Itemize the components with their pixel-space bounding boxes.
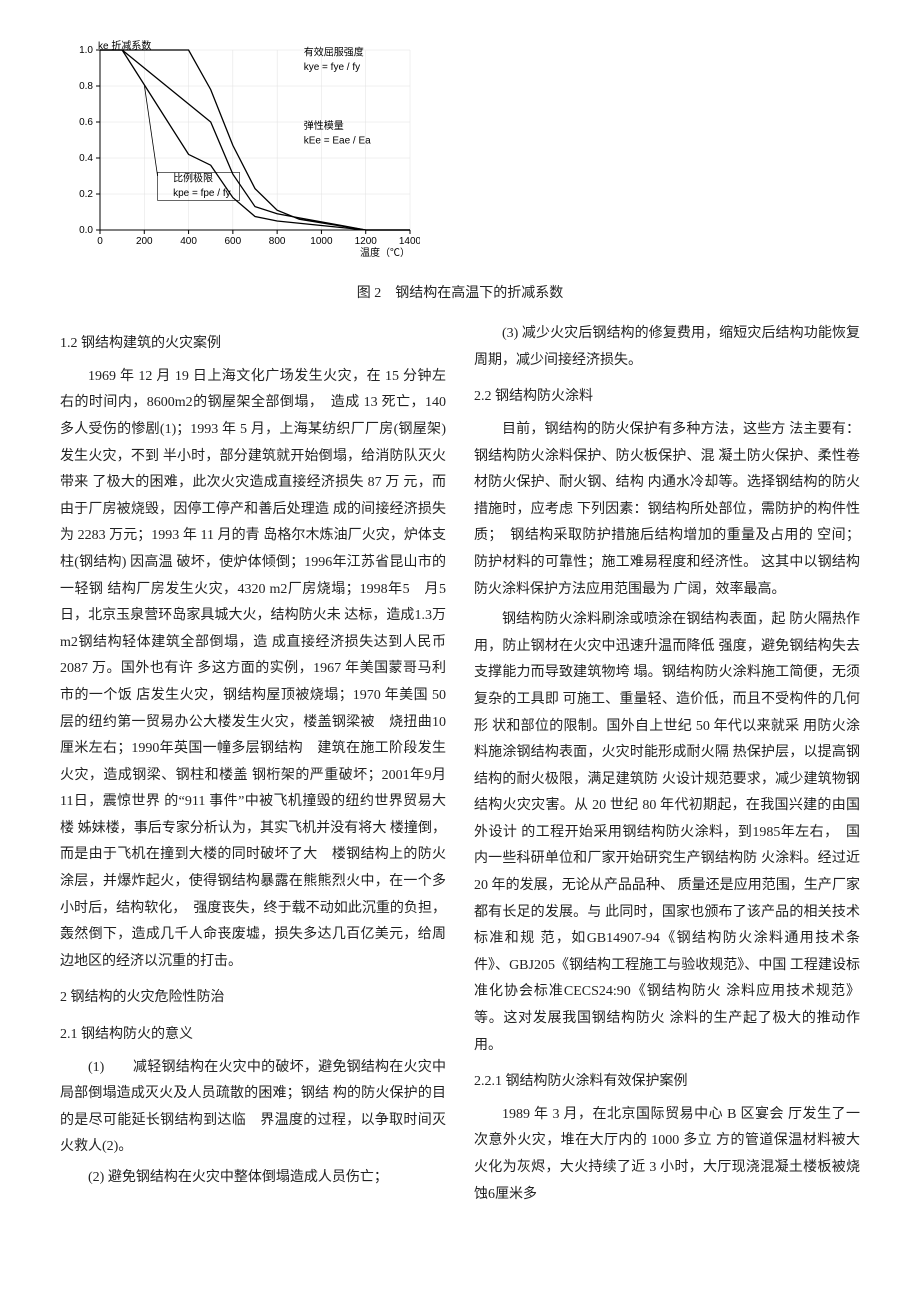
heading-2-2: 2.2 钢结构防火涂料 <box>474 384 860 411</box>
two-column-body: 1.2 钢结构建筑的火灾案例 1969 年 12 月 19 日上海文化广场发生火… <box>60 321 860 1208</box>
svg-text:1000: 1000 <box>310 236 333 247</box>
svg-text:0.8: 0.8 <box>79 81 93 92</box>
para-2-2-b: 钢结构防火涂料刷涂或喷涂在钢结构表面，起 防火隔热作用，防止钢材在火灾中迅速升温… <box>474 607 860 1059</box>
svg-text:温度（℃）: 温度（℃） <box>360 246 410 259</box>
svg-text:800: 800 <box>269 236 286 247</box>
chart-svg: 0 200 400 600 800 1000 1200 1400 0.0 0.2 0.4 0.6 0.8… <box>60 40 420 260</box>
svg-text:有效屈服强度: 有效屈服强度 <box>304 45 364 58</box>
svg-text:弹性模量: 弹性模量 <box>304 119 344 132</box>
heading-2: 2 钢结构的火灾危险性防治 <box>60 985 446 1012</box>
para-2-1-2: (2) 避免钢结构在火灾中整体倒塌造成人员伤亡； <box>60 1165 446 1192</box>
para-1-2: 1969 年 12 月 19 日上海文化广场发生火灾，在 15 分钟左右的时间内… <box>60 364 446 976</box>
para-2-1-3: (3) 减少火灾后钢结构的修复费用，缩短灾后结构功能恢复周期，减少间接经济损失。 <box>474 321 860 374</box>
para-2-1-1: (1) 减轻钢结构在火灾中的破坏，避免钢结构在火灾中局部倒塌造成灭火及人员疏散的… <box>60 1055 446 1161</box>
reduction-factor-chart: 0 200 400 600 800 1000 1200 1400 0.0 0.2 0.4 0.6 0.8… <box>60 40 420 271</box>
svg-text:1200: 1200 <box>355 236 378 247</box>
para-2-2-1: 1989 年 3 月，在北京国际贸易中心 B 区宴会 厅发生了一次意外火灾，堆在… <box>474 1102 860 1208</box>
svg-text:kye = fye / fy: kye = fye / fy <box>304 62 360 73</box>
para-2-2-a: 目前，钢结构的防火保护有多种方法，这些方 法主要有：钢结构防火涂料保护、防火板保… <box>474 417 860 603</box>
svg-text:kEe = Eae / Ea: kEe = Eae / Ea <box>304 136 371 147</box>
chart-caption: 图 2 钢结构在高温下的折减系数 <box>60 281 860 308</box>
svg-text:400: 400 <box>180 236 197 247</box>
svg-text:0.2: 0.2 <box>79 189 93 200</box>
svg-text:200: 200 <box>136 236 153 247</box>
svg-text:0.6: 0.6 <box>79 117 93 128</box>
svg-text:0.4: 0.4 <box>79 153 93 164</box>
svg-text:比例极限: 比例极限 <box>173 171 213 184</box>
svg-text:600: 600 <box>225 236 242 247</box>
svg-text:1.0: 1.0 <box>79 45 93 56</box>
svg-text:1400: 1400 <box>399 236 420 247</box>
heading-2-2-1: 2.2.1 钢结构防火涂料有效保护案例 <box>474 1069 860 1096</box>
heading-1-2: 1.2 钢结构建筑的火灾案例 <box>60 331 446 358</box>
svg-text:kpe = fpe / fy: kpe = fpe / fy <box>173 188 231 199</box>
svg-text:0: 0 <box>97 236 103 247</box>
heading-2-1: 2.1 钢结构防火的意义 <box>60 1022 446 1049</box>
svg-text:0.0: 0.0 <box>79 225 93 236</box>
